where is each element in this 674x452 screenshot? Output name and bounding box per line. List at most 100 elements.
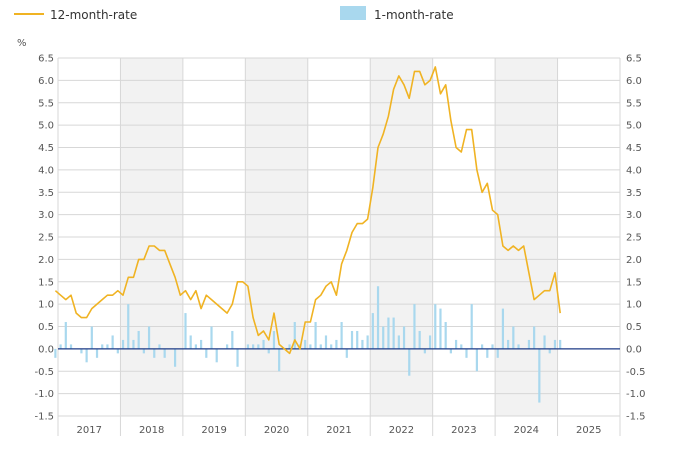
bar (491, 344, 493, 348)
bar (122, 340, 124, 349)
bar (127, 304, 129, 349)
bar (439, 309, 441, 349)
bar (80, 349, 82, 353)
bar (200, 340, 202, 349)
y-tick-label-right: 1.0 (626, 300, 642, 311)
y-tick-label-right: -1.0 (626, 389, 646, 400)
bar (278, 349, 280, 371)
bar (387, 318, 389, 349)
bar (481, 344, 483, 348)
bar (497, 349, 499, 358)
bar (554, 340, 556, 349)
y-tick-label-left: 0.5 (38, 322, 54, 333)
y-tick-label-left: 2.0 (38, 255, 54, 266)
y-tick-label-left: 6.0 (38, 76, 54, 87)
legend-bar-label: 1-month-rate (374, 8, 454, 22)
bar (377, 286, 379, 349)
y-tick-label-left: 2.5 (38, 233, 54, 244)
bar (455, 340, 457, 349)
bar (164, 349, 166, 358)
bar (346, 349, 348, 358)
x-tick-label: 2017 (76, 425, 101, 436)
bar (502, 309, 504, 349)
bar (413, 304, 415, 349)
bar (54, 349, 56, 358)
bar (398, 335, 400, 348)
x-tick-label: 2023 (451, 425, 476, 436)
bar (341, 322, 343, 349)
bar (424, 349, 426, 353)
y-tick-label-left: 1.5 (38, 277, 54, 288)
bar (210, 327, 212, 349)
y-tick-label-right: 0.5 (626, 322, 642, 333)
bar (419, 331, 421, 349)
y-tick-label-right: 5.0 (626, 121, 642, 132)
legend: 12-month-rate 1-month-rate (14, 6, 454, 22)
bar (351, 331, 353, 349)
bar (252, 344, 254, 348)
bar (231, 331, 233, 349)
bar (372, 313, 374, 349)
bar (434, 304, 436, 349)
y-tick-label-right: 6.5 (626, 54, 642, 65)
bar (445, 322, 447, 349)
x-tick-label: 2024 (514, 425, 539, 436)
y-tick-label-left: 0.0 (38, 344, 54, 355)
x-tick-label: 2020 (264, 425, 289, 436)
bar (70, 344, 72, 348)
bar (559, 340, 561, 349)
bar (304, 340, 306, 349)
bar (330, 344, 332, 348)
y-tick-label-right: -0.5 (626, 367, 646, 378)
bar (460, 344, 462, 348)
bar (543, 335, 545, 348)
y-tick-label-left: 1.0 (38, 300, 54, 311)
y-axis-left-ticks: -1.5-1.0-0.50.00.51.01.52.02.53.03.54.04… (34, 54, 54, 423)
bar (158, 344, 160, 348)
bar (533, 327, 535, 349)
bar (273, 331, 275, 349)
bar (268, 349, 270, 353)
y-tick-label-right: 2.0 (626, 255, 642, 266)
bar (195, 344, 197, 348)
y-axis-right-ticks: -1.5-1.0-0.50.00.51.01.52.02.53.03.54.04… (626, 54, 646, 423)
bar (247, 344, 249, 348)
bar (325, 335, 327, 348)
bar (309, 344, 311, 348)
bar (429, 335, 431, 348)
y-tick-label-right: 1.5 (626, 277, 642, 288)
bar (408, 349, 410, 376)
bar (288, 344, 290, 348)
bar (486, 349, 488, 358)
bar (117, 349, 119, 353)
y-tick-label-left: 3.0 (38, 210, 54, 221)
bar (367, 335, 369, 348)
bar (465, 349, 467, 358)
bar (393, 318, 395, 349)
bar (294, 322, 296, 349)
bar (549, 349, 551, 353)
y-tick-label-left: 3.5 (38, 188, 54, 199)
x-tick-label: 2019 (201, 425, 226, 436)
x-tick-label: 2025 (576, 425, 601, 436)
bar (174, 349, 176, 367)
bar (112, 335, 114, 348)
y-tick-label-left: 4.0 (38, 165, 54, 176)
bar (226, 344, 228, 348)
y-tick-label-right: 4.0 (626, 165, 642, 176)
y-tick-label-right: -1.5 (626, 412, 646, 423)
bar (96, 349, 98, 358)
bar (91, 327, 93, 349)
y-tick-label-right: 4.5 (626, 143, 642, 154)
bar (450, 349, 452, 353)
bar (106, 344, 108, 348)
bar (190, 335, 192, 348)
bar (205, 349, 207, 358)
x-tick-label: 2018 (139, 425, 164, 436)
y-tick-label-left: -1.0 (34, 389, 54, 400)
bar (320, 344, 322, 348)
bar (262, 340, 264, 349)
bar (86, 349, 88, 362)
bar (216, 349, 218, 362)
